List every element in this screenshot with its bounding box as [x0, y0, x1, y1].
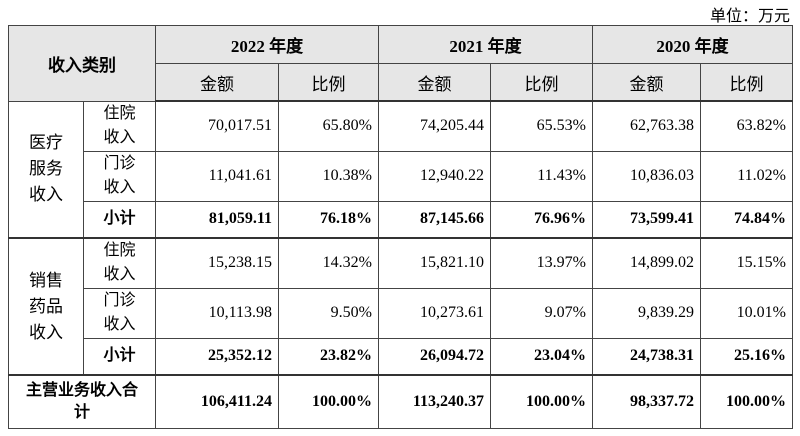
value-cell: 76.18% [278, 200, 379, 239]
value-cell: 74.84% [700, 200, 793, 239]
item-name: 住院收入 [103, 105, 136, 146]
value-cell: 14.32% [278, 237, 379, 289]
value-cell: 9.07% [490, 287, 593, 339]
value-cell: 9,839.29 [592, 287, 701, 339]
item-label: 门诊收入 [83, 287, 156, 339]
table-row: 门诊收入 11,041.61 10.38% 12,940.22 11.43% 10,836… [9, 150, 793, 202]
value-cell: 9.50% [278, 287, 379, 339]
value-cell: 24,738.31 [592, 337, 701, 376]
table-row: 医疗服务收入 住院收入 70,017.51 65.80% 74,205.44 65.53%… [8, 100, 793, 239]
value-cell: 81,059.11 [155, 200, 279, 239]
header-sub: 比例 [490, 63, 593, 102]
item-name: 门诊收入 [103, 292, 136, 333]
header-sub: 比例 [278, 63, 379, 102]
table-row: 主营业务收入合计 106,411.24 100.00% 113,240.37 100.0… [8, 374, 793, 429]
value-cell: 25,352.12 [155, 337, 279, 376]
item-label: 小计 [83, 337, 156, 376]
header-category: 收入类别 [8, 25, 156, 102]
value-cell: 26,094.72 [378, 337, 491, 376]
value-cell: 23.82% [278, 337, 379, 376]
header-year: 2022 年度 [155, 25, 379, 64]
value-cell: 10,836.03 [592, 150, 701, 202]
value-cell: 10,273.61 [378, 287, 491, 339]
group-label: 销售药品收入 [8, 237, 84, 376]
item-label: 小计 [83, 200, 156, 239]
value-cell: 73,599.41 [592, 200, 701, 239]
item-name: 门诊收入 [103, 155, 136, 196]
group-label: 医疗服务收入 [8, 100, 84, 239]
total-label: 主营业务收入合计 [8, 374, 156, 429]
value-cell: 15,821.10 [378, 237, 491, 289]
value-cell: 10,113.98 [155, 287, 279, 339]
header-sub: 金额 [592, 63, 701, 102]
table-row: 金额 比例 金额 比例 金额 比例 [9, 63, 793, 102]
value-cell: 12,940.22 [378, 150, 491, 202]
total-cell: 100.00% [278, 374, 379, 429]
total-name: 主营业务收入合计 [25, 381, 138, 421]
total-cell: 100.00% [490, 374, 593, 429]
header-sub: 金额 [378, 63, 491, 102]
item-label: 住院收入 [83, 100, 156, 152]
value-cell: 10.38% [278, 150, 379, 202]
group-name: 医疗服务收入 [29, 133, 63, 205]
table-row: 小计 25,352.12 23.82% 26,094.72 23.04% 24,738.3… [9, 337, 793, 376]
header-year: 2021 年度 [378, 25, 593, 64]
group-name: 销售药品收入 [29, 270, 63, 342]
value-cell: 15.15% [700, 237, 793, 289]
value-cell: 13.97% [490, 237, 593, 289]
unit-note: 单位：万元 [709, 8, 790, 25]
value-cell: 15,238.15 [155, 237, 279, 289]
value-cell: 65.53% [490, 100, 593, 152]
item-name: 住院收入 [103, 242, 136, 284]
value-cell: 10.01% [700, 287, 793, 339]
value-cell: 23.04% [490, 337, 593, 376]
value-cell: 76.96% [490, 200, 593, 239]
value-cell: 11.02% [700, 150, 793, 202]
value-cell: 11.43% [490, 150, 593, 202]
table-row: 销售药品收入 住院收入 15,238.15 14.32% 15,821.10 13.97%… [8, 237, 793, 376]
value-cell: 87,145.66 [378, 200, 491, 239]
value-cell: 65.80% [278, 100, 379, 152]
total-cell: 106,411.24 [155, 374, 279, 429]
table-row: 收入类别 2022 年度 2021 年度 2020 年度 [8, 25, 793, 102]
header-sub: 金额 [155, 63, 279, 102]
item-name: 小计 [103, 210, 136, 228]
table-row: 小计 81,059.11 76.18% 87,145.66 76.96% 73,599.4… [9, 200, 793, 239]
item-label: 住院收入 [83, 237, 156, 289]
revenue-table: 收入类别 2022 年度 2021 年度 2020 年度 金额 比例 金额 比例 金额 比例 医疗服… [8, 25, 793, 429]
value-cell: 62,763.38 [592, 100, 701, 152]
value-cell: 14,899.02 [592, 237, 701, 289]
value-cell: 63.82% [700, 100, 793, 152]
value-cell: 74,205.44 [378, 100, 491, 152]
value-cell: 25.16% [700, 337, 793, 376]
value-cell: 70,017.51 [155, 100, 279, 152]
item-name: 小计 [103, 347, 136, 365]
item-label: 门诊收入 [83, 150, 156, 202]
total-cell: 98,337.72 [592, 374, 701, 429]
total-cell: 113,240.37 [378, 374, 491, 429]
total-cell: 100.00% [700, 374, 793, 429]
header-year: 2020 年度 [592, 25, 793, 64]
header-sub: 比例 [700, 63, 793, 102]
table-row: 门诊收入 10,113.98 9.50% 10,273.61 9.07% 9,839.29… [9, 287, 793, 339]
value-cell: 11,041.61 [155, 150, 279, 202]
